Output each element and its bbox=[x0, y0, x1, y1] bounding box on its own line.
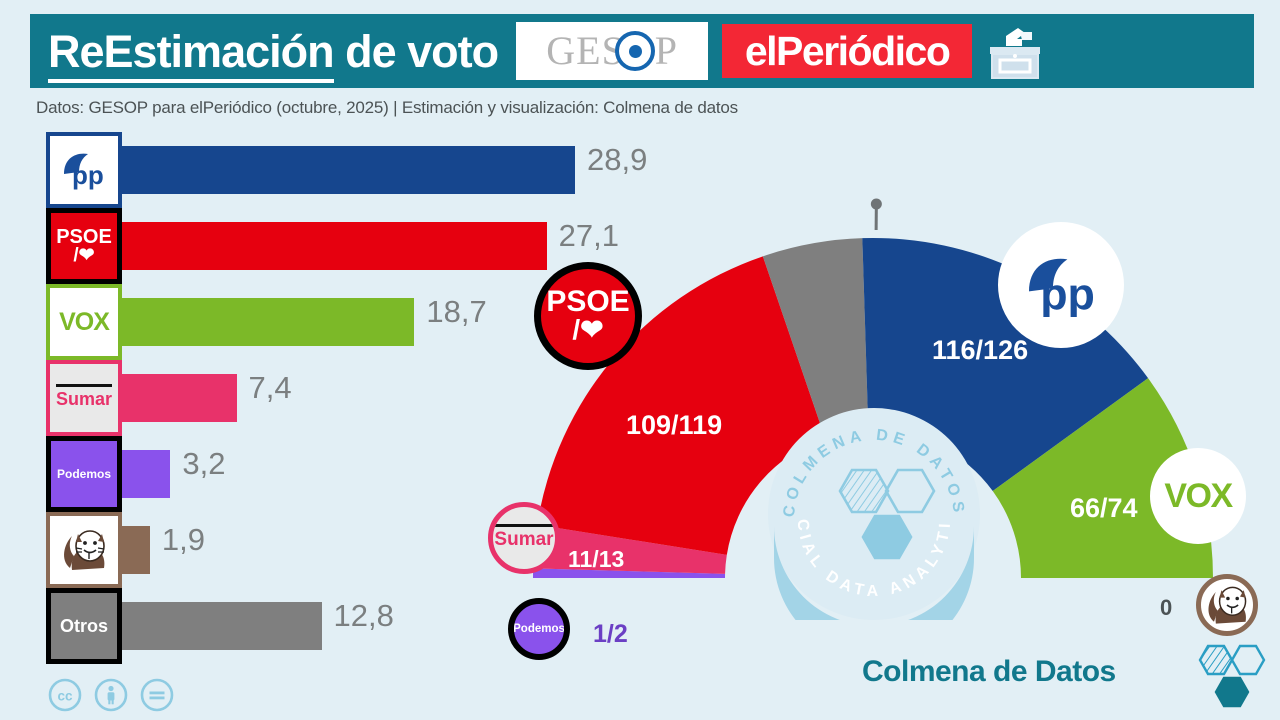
bar-value-salf: 1,9 bbox=[161, 522, 206, 557]
header-bar: ReEstimación de voto GESOP elPeriódico bbox=[30, 14, 1254, 88]
bar-row: 3,2 Podemos bbox=[0, 436, 480, 520]
psoe-logo: PSOE/❤ bbox=[46, 208, 122, 284]
arc-badge-squirrel-mask-logo bbox=[1196, 574, 1258, 636]
page-title: ReEstimación de voto bbox=[48, 25, 499, 83]
podemos-badge-text: Podemos bbox=[513, 623, 565, 635]
bar-podemos bbox=[120, 450, 171, 498]
seat-label-psoe: 109/119 bbox=[626, 410, 723, 440]
bar-row: 27,1 PSOE/❤ bbox=[0, 208, 619, 292]
bar-value-podemos: 3,2 bbox=[182, 446, 226, 481]
footer-brand: Colmena de Datos bbox=[862, 655, 1116, 688]
vox-logo: VOX bbox=[46, 284, 122, 360]
bar-salf bbox=[120, 526, 150, 574]
source-line: Datos: GESOP para elPeriódico (octubre, … bbox=[36, 98, 738, 117]
svg-text:pp: pp bbox=[72, 160, 104, 190]
arc-segment-vox bbox=[992, 378, 1213, 578]
bar-value-pp: 28,9 bbox=[587, 142, 648, 177]
license-icons: cc bbox=[48, 678, 174, 712]
majority-tick-knob bbox=[870, 198, 882, 210]
pp-badge-mark: pp bbox=[1029, 258, 1095, 317]
elperiodico-logo-text: elPeriódico bbox=[744, 27, 951, 74]
bar-row: 28,9 pp bbox=[0, 132, 647, 216]
podemos-logo-text: Podemos bbox=[56, 467, 111, 481]
bar-value-vox: 18,7 bbox=[426, 294, 487, 329]
svg-text:cc: cc bbox=[57, 689, 73, 704]
bar-pp bbox=[120, 146, 575, 194]
seat-label-salf: 0 bbox=[1160, 595, 1173, 620]
creative-commons-icon: cc bbox=[48, 678, 82, 712]
arc-badge-sumar-logo: Sumar bbox=[488, 502, 560, 574]
bar-vox bbox=[120, 298, 415, 346]
ballot-box-icon bbox=[984, 20, 1046, 82]
podemos-logo: Podemos bbox=[46, 436, 122, 512]
arc-badge-podemos-logo: Podemos bbox=[508, 598, 570, 660]
seat-projection-arc: Mayoría absoluta: 176 COLMENA DE DATOS S… bbox=[470, 180, 1280, 660]
otros-logo: Otros bbox=[46, 588, 122, 664]
squirrel-mask-badge bbox=[1208, 586, 1247, 624]
bar-sumar bbox=[120, 374, 237, 422]
squirrel-mask-logo bbox=[46, 512, 122, 588]
arc-segment-podemos bbox=[533, 568, 726, 578]
page-title-rest: de voto bbox=[333, 25, 499, 77]
gesop-circle-icon bbox=[615, 31, 656, 71]
vox-badge-text: VOX bbox=[1164, 476, 1233, 515]
bar-row: 7,4 Sumar bbox=[0, 360, 480, 444]
bar-otros bbox=[120, 602, 322, 650]
sumar-logo: Sumar bbox=[46, 360, 122, 436]
otros-logo-text: Otros bbox=[59, 615, 108, 636]
no-derivatives-icon bbox=[140, 678, 174, 712]
gesop-logo: GESOP bbox=[516, 22, 709, 80]
seat-label-pp: 116/126 bbox=[932, 335, 1029, 365]
arc-segment-otros bbox=[762, 238, 869, 438]
psoe-badge-text: PSOE/❤ bbox=[546, 285, 630, 345]
bar-row: 18,7 VOX bbox=[0, 284, 487, 368]
arc-segment-sumar bbox=[533, 524, 727, 574]
bar-row: 12,8 Otros bbox=[0, 588, 480, 664]
vote-share-bar-chart: 28,9 pp 27,1 PSOE/❤ 18,7 VOX 7,4 Sumar 3,2 Podemo… bbox=[0, 132, 647, 672]
arc-badge-psoe-logo: PSOE/❤ bbox=[534, 262, 642, 370]
bar-value-psoe: 27,1 bbox=[558, 218, 619, 253]
bar-value-otros: 12,8 bbox=[333, 598, 394, 633]
vox-logo-text: VOX bbox=[59, 307, 110, 336]
hexagon-cluster-icon bbox=[1196, 644, 1268, 714]
bar-row: 1,9 bbox=[0, 512, 480, 596]
psoe-logo-text: PSOE/❤ bbox=[56, 225, 112, 266]
colmena-watermark: COLMENA DE DATOS SOCIAL DATA ANALYTICS bbox=[759, 395, 980, 658]
arc-badge-pp-logo: pp bbox=[998, 222, 1124, 348]
arc-badge-vox-logo: VOX bbox=[1150, 448, 1246, 544]
seat-label-podemos: 1/2 bbox=[593, 620, 628, 648]
seat-label-vox: 66/74 bbox=[1070, 493, 1138, 523]
sumar-logo-text: Sumar bbox=[55, 384, 113, 410]
bar-psoe bbox=[120, 222, 547, 270]
pp-logo: pp bbox=[46, 132, 122, 208]
arc-segment-psoe bbox=[537, 256, 826, 555]
gesop-logo-text: GESOP bbox=[546, 28, 678, 73]
attribution-icon bbox=[94, 678, 128, 712]
elperiodico-logo: elPeriódico bbox=[722, 24, 973, 78]
bar-value-sumar: 7,4 bbox=[248, 370, 292, 405]
majority-label: Mayoría absoluta: 176 bbox=[1258, 204, 1280, 222]
svg-text:pp: pp bbox=[1040, 269, 1095, 317]
page-title-underlined: ReEstimación bbox=[48, 25, 335, 83]
sumar-badge-text: Sumar bbox=[494, 523, 554, 551]
seat-label-sumar: 11/13 bbox=[568, 546, 625, 572]
